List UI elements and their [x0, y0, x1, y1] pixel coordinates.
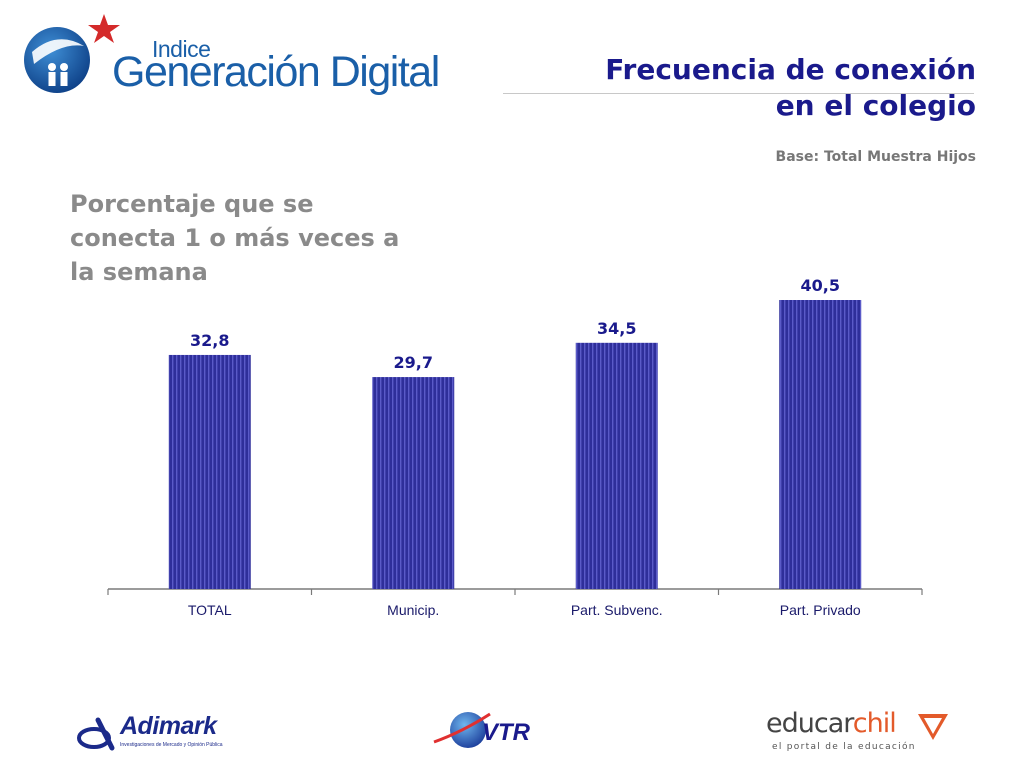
indice-generacion-digital-logo: Indice Generación Digital — [22, 12, 462, 102]
data-label: 34,5 — [597, 319, 636, 338]
logo-indice-text: Indice — [152, 36, 211, 62]
x-tick-label: Municip. — [387, 602, 439, 618]
star-icon — [88, 14, 120, 43]
educarchile-tagline: el portal de la educación — [772, 742, 916, 752]
adimark-name: Adimark — [120, 712, 217, 740]
x-tick-label: Part. Privado — [780, 602, 861, 618]
bar — [372, 377, 455, 589]
data-label: 32,8 — [190, 331, 229, 350]
chile-text: chil — [852, 708, 897, 739]
chart-subtitle: Porcentaje que se conecta 1 o más veces … — [70, 190, 400, 286]
bar — [779, 300, 862, 589]
x-tick-label: TOTAL — [188, 602, 232, 618]
educarchile-logo: educarchil el portal de la educación — [766, 708, 956, 760]
adimark-logo: Adimark Investigaciones de Mercado y Opi… — [76, 712, 226, 754]
title-line-2: en el colegio — [775, 89, 976, 122]
bar — [575, 342, 658, 589]
data-label: 40,5 — [801, 276, 840, 295]
logo-generacion-digital-text: Generación Digital — [112, 48, 440, 96]
base-note: Base: Total Muestra Hijos — [775, 149, 976, 165]
x-tick-label: Part. Subvenc. — [571, 602, 663, 618]
title-divider — [503, 93, 974, 94]
vtr-name: VTR — [482, 719, 530, 746]
logo-globe-icon — [24, 14, 120, 93]
educar-text: educar — [766, 708, 854, 739]
vtr-globe-icon — [433, 712, 491, 748]
educarchile-name: educarchil — [766, 708, 897, 739]
adimark-swirl-icon — [77, 717, 115, 751]
title-line-1: Frecuencia de conexión — [605, 53, 976, 86]
data-label: 29,7 — [394, 353, 433, 372]
bar — [168, 354, 251, 589]
educar-arrow-icon — [918, 714, 948, 740]
page-title: Frecuencia de conexión en el colegio — [556, 52, 976, 124]
vtr-logo: VTR — [432, 706, 558, 754]
adimark-tagline: Investigaciones de Mercado y Opinión Púb… — [120, 742, 223, 748]
